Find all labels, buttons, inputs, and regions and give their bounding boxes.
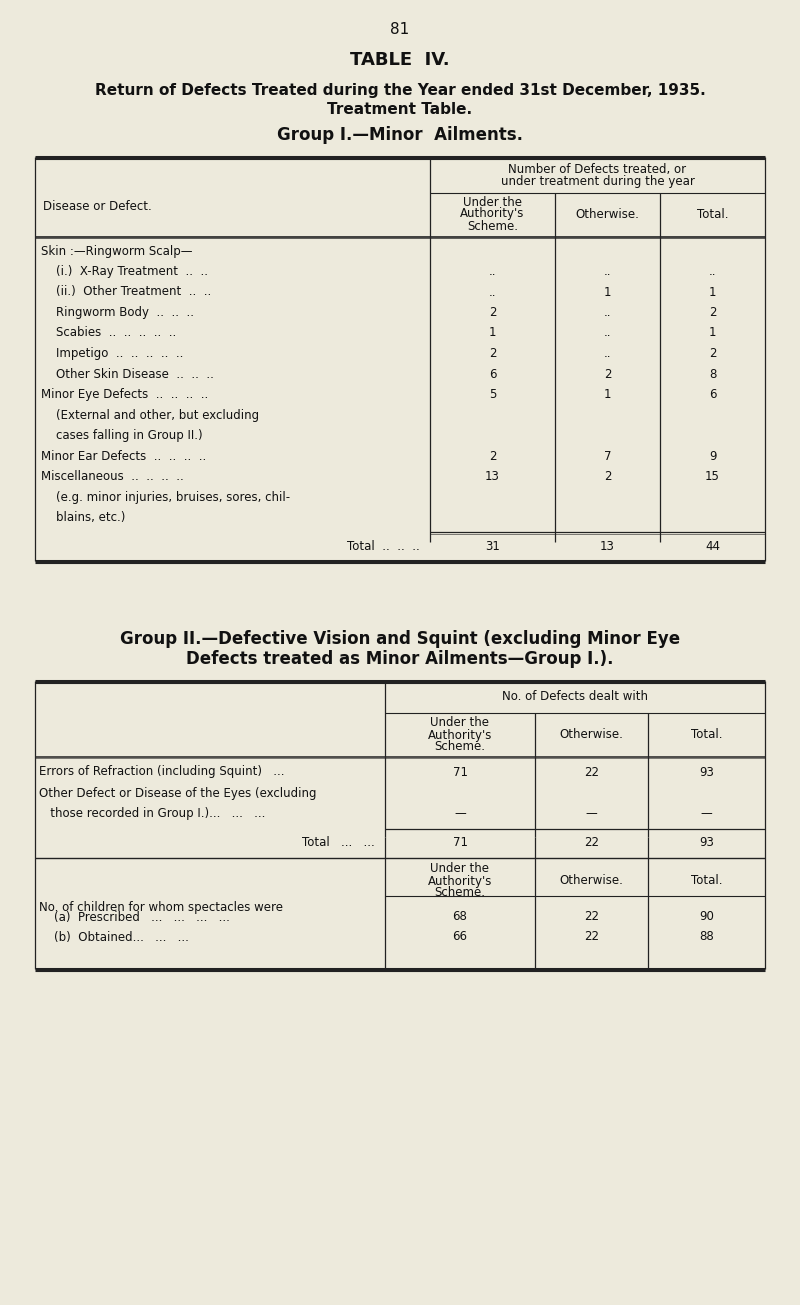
- Text: those recorded in Group I.)...   ...   ...: those recorded in Group I.)... ... ...: [39, 808, 266, 821]
- Text: Other Defect or Disease of the Eyes (excluding: Other Defect or Disease of the Eyes (exc…: [39, 787, 317, 800]
- Text: 1: 1: [604, 388, 611, 401]
- Text: (External and other, but excluding: (External and other, but excluding: [41, 408, 259, 422]
- Text: Minor Ear Defects  ..  ..  ..  ..: Minor Ear Defects .. .. .. ..: [41, 449, 206, 462]
- Text: Under the: Under the: [463, 196, 522, 209]
- Text: Scheme.: Scheme.: [434, 740, 486, 753]
- Text: 88: 88: [699, 930, 714, 944]
- Text: 2: 2: [489, 347, 496, 360]
- Text: Authority's: Authority's: [428, 874, 492, 887]
- Text: (ii.)  Other Treatment  ..  ..: (ii.) Other Treatment .. ..: [41, 286, 211, 299]
- Text: Authority's: Authority's: [460, 207, 525, 221]
- Text: ..: ..: [604, 265, 611, 278]
- Text: Total  ..  ..  ..: Total .. .. ..: [347, 540, 420, 553]
- Text: Group II.—Defective Vision and Squint (excluding Minor Eye: Group II.—Defective Vision and Squint (e…: [120, 630, 680, 649]
- Text: 68: 68: [453, 911, 467, 924]
- Text: Total.: Total.: [690, 874, 722, 887]
- Text: (a)  Prescribed   ...   ...   ...   ...: (a) Prescribed ... ... ... ...: [39, 911, 230, 924]
- Text: 2: 2: [709, 347, 716, 360]
- Text: (i.)  X-Ray Treatment  ..  ..: (i.) X-Ray Treatment .. ..: [41, 265, 208, 278]
- Text: 2: 2: [604, 470, 611, 483]
- Text: Errors of Refraction (including Squint)   ...: Errors of Refraction (including Squint) …: [39, 766, 285, 779]
- Text: Disease or Defect.: Disease or Defect.: [43, 201, 152, 214]
- Text: under treatment during the year: under treatment during the year: [501, 175, 694, 188]
- Text: 7: 7: [604, 449, 611, 462]
- Text: 1: 1: [709, 326, 716, 339]
- Text: ..: ..: [604, 326, 611, 339]
- Text: No. of Defects dealt with: No. of Defects dealt with: [502, 690, 648, 703]
- Text: Ringworm Body  ..  ..  ..: Ringworm Body .. .. ..: [41, 305, 194, 318]
- Text: Miscellaneous  ..  ..  ..  ..: Miscellaneous .. .. .. ..: [41, 470, 184, 483]
- Text: —: —: [701, 808, 712, 821]
- Text: 22: 22: [584, 930, 599, 944]
- Text: 15: 15: [705, 470, 720, 483]
- Text: Return of Defects Treated during the Year ended 31st December, 1935.: Return of Defects Treated during the Yea…: [94, 82, 706, 98]
- Text: 93: 93: [699, 837, 714, 850]
- Text: 6: 6: [709, 388, 716, 401]
- Text: Otherwise.: Otherwise.: [575, 207, 639, 221]
- Text: ..: ..: [604, 305, 611, 318]
- Text: 71: 71: [453, 837, 467, 850]
- Text: ..: ..: [489, 265, 496, 278]
- Text: TABLE  IV.: TABLE IV.: [350, 51, 450, 69]
- Text: Under the: Under the: [430, 716, 490, 729]
- Text: ..: ..: [604, 347, 611, 360]
- Text: 8: 8: [709, 368, 716, 381]
- Text: 31: 31: [485, 540, 500, 553]
- Text: 93: 93: [699, 766, 714, 779]
- Text: Skin :—Ringworm Scalp—: Skin :—Ringworm Scalp—: [41, 244, 193, 257]
- Text: 13: 13: [600, 540, 615, 553]
- Text: ..: ..: [489, 286, 496, 299]
- Text: 22: 22: [584, 766, 599, 779]
- Text: 13: 13: [485, 470, 500, 483]
- Text: 2: 2: [709, 305, 716, 318]
- Text: (b)  Obtained...   ...   ...: (b) Obtained... ... ...: [39, 930, 189, 944]
- Text: Total.: Total.: [697, 207, 728, 221]
- Text: Group I.—Minor  Ailments.: Group I.—Minor Ailments.: [277, 127, 523, 144]
- Text: Other Skin Disease  ..  ..  ..: Other Skin Disease .. .. ..: [41, 368, 214, 381]
- Text: 1: 1: [709, 286, 716, 299]
- Text: Minor Eye Defects  ..  ..  ..  ..: Minor Eye Defects .. .. .. ..: [41, 388, 208, 401]
- Text: blains, etc.): blains, etc.): [41, 512, 126, 525]
- Text: 6: 6: [489, 368, 496, 381]
- Text: 22: 22: [584, 911, 599, 924]
- Text: —: —: [454, 808, 466, 821]
- Text: 71: 71: [453, 766, 467, 779]
- Text: Total   ...   ...: Total ... ...: [302, 837, 375, 850]
- Text: Authority's: Authority's: [428, 728, 492, 741]
- Text: 90: 90: [699, 911, 714, 924]
- Text: ..: ..: [709, 265, 716, 278]
- Text: 81: 81: [390, 22, 410, 38]
- Text: Defects treated as Minor Ailments—Group I.).: Defects treated as Minor Ailments—Group …: [186, 650, 614, 668]
- Text: Impetigo  ..  ..  ..  ..  ..: Impetigo .. .. .. .. ..: [41, 347, 183, 360]
- Text: No. of children for whom spectacles were: No. of children for whom spectacles were: [39, 900, 283, 914]
- Text: (e.g. minor injuries, bruises, sores, chil-: (e.g. minor injuries, bruises, sores, ch…: [41, 491, 290, 504]
- Text: 22: 22: [584, 837, 599, 850]
- Text: —: —: [586, 808, 598, 821]
- Text: Number of Defects treated, or: Number of Defects treated, or: [509, 163, 686, 175]
- Text: 44: 44: [705, 540, 720, 553]
- Text: 2: 2: [489, 305, 496, 318]
- Text: Treatment Table.: Treatment Table.: [327, 102, 473, 116]
- Text: Under the: Under the: [430, 863, 490, 876]
- Text: cases falling in Group II.): cases falling in Group II.): [41, 429, 202, 442]
- Text: 1: 1: [604, 286, 611, 299]
- Text: 5: 5: [489, 388, 496, 401]
- Text: Scheme.: Scheme.: [434, 886, 486, 899]
- Text: 2: 2: [604, 368, 611, 381]
- Text: 66: 66: [453, 930, 467, 944]
- Text: Otherwise.: Otherwise.: [559, 874, 623, 887]
- Text: 9: 9: [709, 449, 716, 462]
- Text: 1: 1: [489, 326, 496, 339]
- Text: Scheme.: Scheme.: [467, 219, 518, 232]
- Text: Total.: Total.: [690, 728, 722, 741]
- Text: Scabies  ..  ..  ..  ..  ..: Scabies .. .. .. .. ..: [41, 326, 176, 339]
- Text: 2: 2: [489, 449, 496, 462]
- Text: Otherwise.: Otherwise.: [559, 728, 623, 741]
